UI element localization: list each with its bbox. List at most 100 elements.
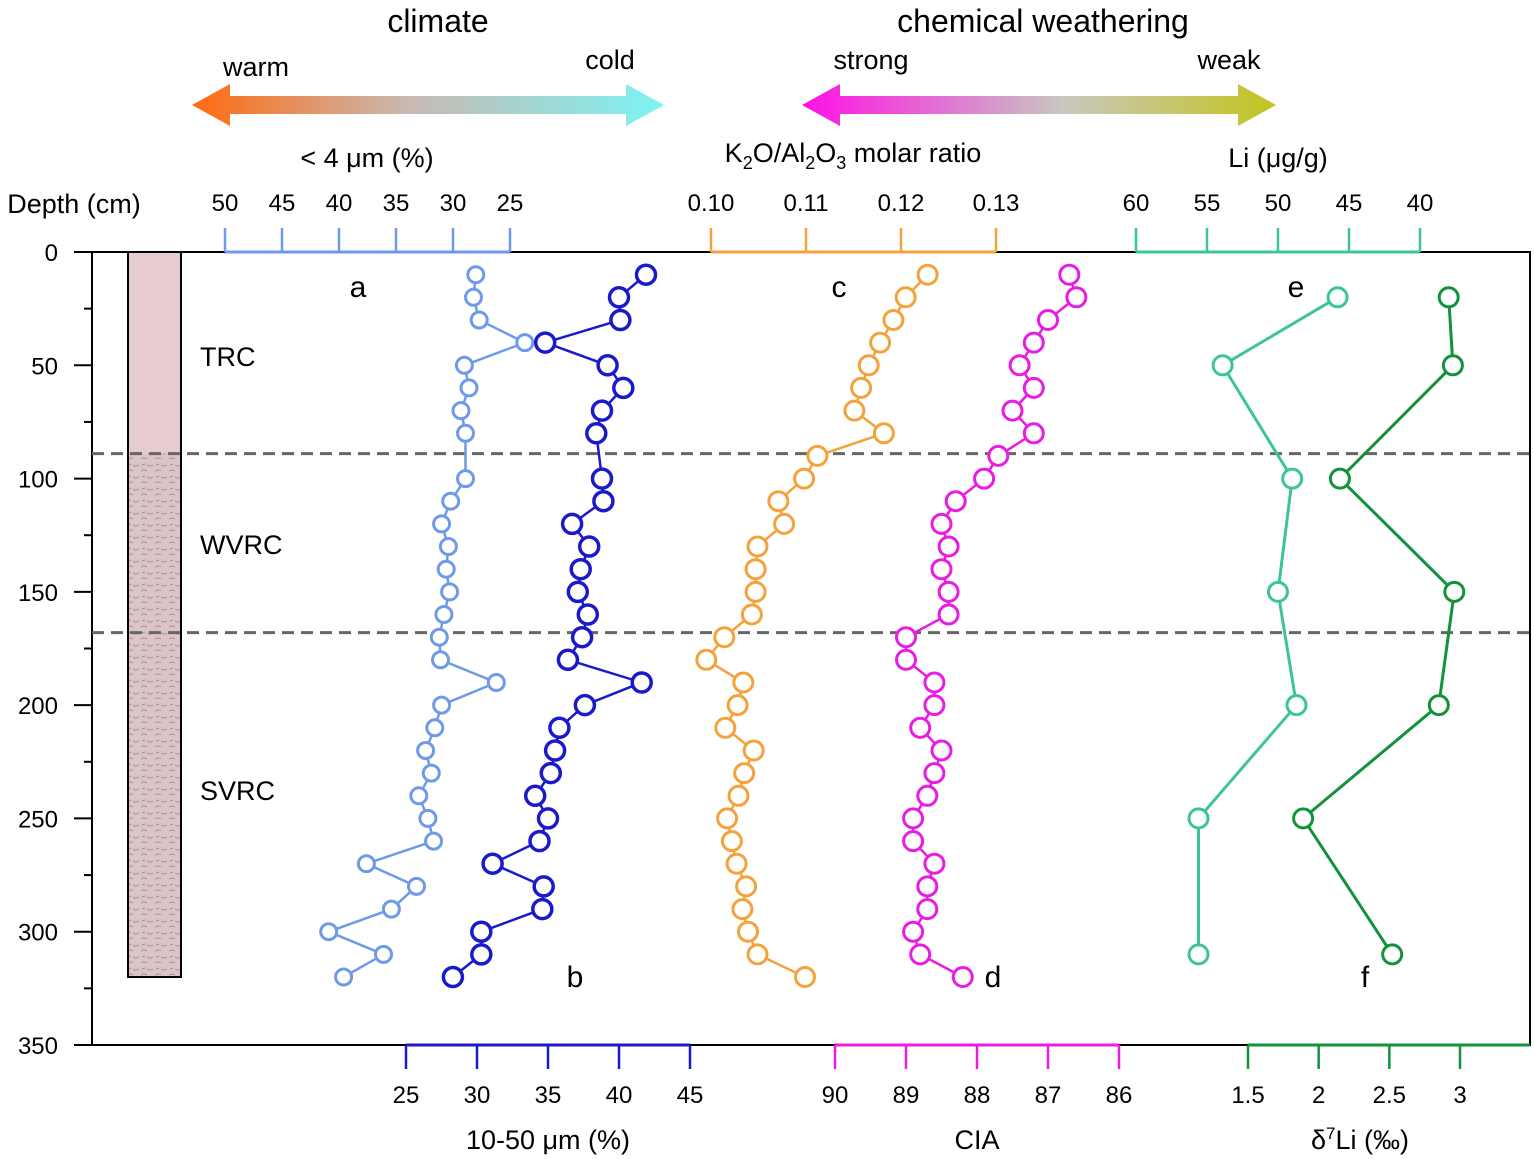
series-d-point xyxy=(930,739,953,762)
series-c-point xyxy=(742,739,765,762)
series-c-point xyxy=(746,943,769,966)
series-c-point xyxy=(720,830,743,853)
strat-column xyxy=(127,251,182,979)
series-b-point xyxy=(573,693,597,717)
trc-column-segment xyxy=(128,252,181,454)
silt-tick-label: 30 xyxy=(464,1082,491,1109)
series-d-point xyxy=(1065,286,1088,309)
silt-axis: 25 30 35 40 45 xyxy=(393,1043,704,1109)
series-b-point xyxy=(566,580,590,604)
wvrc-svrc-column-segment xyxy=(128,453,181,978)
series-c-point xyxy=(740,603,763,626)
series-c-point xyxy=(869,331,892,354)
clay-tick-label: 25 xyxy=(497,190,524,217)
series-c-point xyxy=(843,399,866,422)
series-b-point xyxy=(585,422,608,445)
series-d-point xyxy=(937,580,960,603)
series-b-point xyxy=(441,965,465,989)
weak-label: weak xyxy=(1196,45,1261,75)
series-a-point xyxy=(454,355,474,375)
series-b-point xyxy=(576,603,600,626)
series-d-point xyxy=(923,671,946,694)
k2o-tick-label: 0.12 xyxy=(878,190,925,217)
series-e-point xyxy=(1326,286,1349,309)
depth-tick-label: 150 xyxy=(18,580,58,607)
series-b-point xyxy=(532,875,555,898)
series-c-point xyxy=(732,671,755,694)
series-f-point xyxy=(1328,467,1351,490)
k2o-axis: 0.10 0.11 0.12 0.13 xyxy=(688,190,1020,254)
series-b-point xyxy=(531,897,554,921)
series-e-point xyxy=(1211,354,1234,377)
cia-tick-label: 90 xyxy=(822,1082,849,1109)
series-f-point xyxy=(1381,943,1404,966)
series-b-point xyxy=(592,489,615,513)
series-b-point xyxy=(536,807,560,830)
series-b-point xyxy=(577,535,601,558)
weathering-title: chemical weathering xyxy=(897,3,1189,39)
series-d-point xyxy=(987,444,1010,467)
series-a-point xyxy=(381,899,401,919)
series-a-point xyxy=(432,695,452,715)
series-c-point xyxy=(746,535,769,558)
series-b-point xyxy=(543,739,567,762)
cia-tick-label: 86 xyxy=(1106,1082,1133,1109)
series-b-point xyxy=(590,399,614,422)
depth-axis-title: Depth (cm) xyxy=(7,189,141,219)
k2o-tick-label: 0.11 xyxy=(784,190,829,217)
series-a-point xyxy=(515,333,535,353)
series-c-point xyxy=(726,694,749,717)
li-tick-label: 45 xyxy=(1336,190,1363,217)
series-a-point xyxy=(334,967,354,987)
k2o-tick-label: 0.13 xyxy=(973,190,1020,217)
unit-label-trc: TRC xyxy=(200,342,256,372)
series-b-point xyxy=(481,852,504,875)
d7li-tick-label: 3 xyxy=(1453,1082,1466,1109)
li-tick-label: 40 xyxy=(1407,190,1434,217)
d7li-tick-label: 2 xyxy=(1312,1082,1325,1109)
series-c-point xyxy=(872,422,895,445)
series-e-point xyxy=(1187,807,1210,830)
series-d-point xyxy=(973,467,996,490)
series-b-point xyxy=(630,671,653,694)
series-c-point xyxy=(714,716,737,739)
clay-tick-label: 50 xyxy=(212,190,239,217)
clay-tick-label: 35 xyxy=(383,190,410,217)
series-d-point xyxy=(1022,331,1045,354)
li-axis: 60 55 50 45 40 xyxy=(1123,190,1434,254)
series-b-point xyxy=(556,648,580,672)
series-c-point xyxy=(793,467,816,490)
series-b-point xyxy=(470,920,493,943)
series-a-point xyxy=(431,650,450,670)
series-e-point xyxy=(1281,467,1304,490)
cold-label: cold xyxy=(585,45,635,75)
depth-tick-label: 350 xyxy=(18,1033,58,1060)
series-c-point xyxy=(882,309,905,331)
panel-letter-a: a xyxy=(350,271,367,304)
series-d-point xyxy=(909,716,932,739)
series-f xyxy=(1292,286,1466,966)
panel-letter-d: d xyxy=(985,961,1002,994)
series-c-point xyxy=(894,286,917,309)
series-a-point xyxy=(451,401,471,421)
series-c-point xyxy=(725,852,748,875)
d7li-tick-label: 1.5 xyxy=(1231,1082,1264,1109)
series-c-point xyxy=(695,648,718,671)
li-tick-label: 50 xyxy=(1265,190,1292,217)
depth-tick-label: 100 xyxy=(18,467,58,494)
series-d-point xyxy=(902,807,925,830)
series-c-point xyxy=(850,376,873,399)
series-d-point xyxy=(1037,309,1059,331)
depth-tick-label: 0 xyxy=(45,240,58,267)
series-a-point xyxy=(407,876,426,896)
series-c-point xyxy=(737,920,759,943)
series-a-point xyxy=(374,944,393,964)
clay-tick-label: 30 xyxy=(440,190,467,217)
series-a-point xyxy=(464,287,483,307)
panel-letter-e: e xyxy=(1288,271,1305,304)
series-b-point xyxy=(569,557,592,581)
series-b-point xyxy=(609,308,632,332)
series-a-point xyxy=(425,718,445,738)
series-a-point xyxy=(429,627,449,647)
silt-tick-label: 45 xyxy=(677,1082,704,1109)
